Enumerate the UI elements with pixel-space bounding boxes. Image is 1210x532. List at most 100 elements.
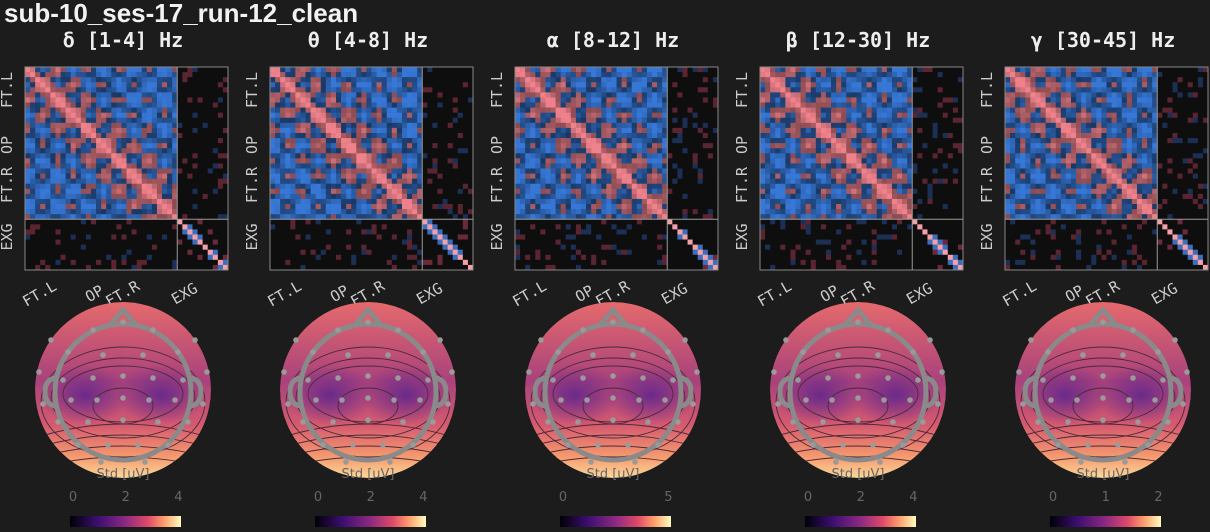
matrix-cell: [172, 239, 178, 245]
matrix-cell: [101, 239, 107, 245]
matrix-cell: [197, 183, 203, 190]
matrix-cell: [396, 67, 403, 73]
matrix-cell: [376, 173, 382, 179]
matrix-cell: [565, 92, 572, 98]
matrix-cell: [356, 259, 362, 266]
matrix-cell: [550, 107, 556, 113]
matrix-cell: [432, 173, 438, 179]
matrix-cell: [530, 102, 536, 108]
matrix-cell: [457, 132, 464, 139]
electrode: [558, 397, 564, 403]
matrix-cell: [641, 254, 648, 261]
matrix-cell: [275, 148, 281, 154]
matrix-cell: [40, 72, 46, 78]
matrix-cell: [101, 188, 107, 195]
matrix-cell: [90, 254, 97, 261]
matrix-cell: [35, 178, 41, 185]
matrix-cell: [401, 244, 408, 250]
matrix-cell: [315, 188, 322, 195]
matrix-cell: [121, 168, 127, 174]
matrix-cell: [697, 224, 704, 230]
matrix-cell: [172, 102, 178, 108]
matrix-cell: [652, 112, 658, 119]
row-label: FT.L: [243, 72, 261, 108]
matrix-cell: [596, 127, 602, 134]
matrix-cell: [626, 67, 633, 73]
matrix-cell: [40, 168, 46, 174]
matrix-cell: [90, 107, 97, 113]
matrix-cell: [570, 224, 577, 230]
electrode: [365, 417, 371, 423]
matrix-cell: [422, 87, 428, 93]
matrix-cell: [586, 234, 592, 240]
electrode: [640, 375, 646, 381]
matrix-cell: [156, 254, 163, 261]
matrix-cell: [520, 97, 526, 103]
matrix-cell: [682, 158, 688, 164]
matrix-cell: [222, 239, 229, 245]
matrix-cell: [692, 259, 698, 266]
matrix-cell: [70, 127, 77, 134]
matrix-cell: [687, 153, 693, 159]
matrix-cell: [116, 122, 122, 129]
matrix-cell: [697, 132, 704, 139]
matrix-cell: [45, 173, 51, 179]
matrix-cell: [167, 193, 173, 200]
matrix-cell: [30, 168, 36, 174]
matrix-cell: [641, 92, 648, 98]
matrix-cell: [525, 219, 531, 225]
matrix-cell: [530, 183, 536, 190]
matrix-cell: [452, 92, 459, 98]
matrix-cell: [356, 198, 362, 205]
matrix-cell: [96, 183, 102, 190]
matrix-cell: [535, 92, 541, 98]
matrix-cell: [672, 239, 678, 245]
matrix-cell: [555, 239, 561, 245]
matrix-cell: [570, 204, 577, 210]
matrix-cell: [697, 239, 704, 245]
matrix-cell: [285, 264, 291, 271]
matrix-cell: [381, 214, 388, 220]
matrix-cell: [315, 138, 322, 144]
electrode: [545, 419, 551, 425]
matrix-cell: [396, 112, 403, 119]
matrix-cell: [437, 264, 443, 271]
matrix-cell: [162, 127, 168, 134]
matrix-cell: [707, 153, 714, 159]
matrix-cell: [611, 178, 617, 185]
electrode: [526, 369, 532, 375]
matrix-cell: [75, 229, 82, 235]
electrode: [281, 369, 287, 375]
matrix-cell: [515, 214, 521, 220]
matrix-cell: [141, 82, 148, 88]
matrix-cell: [80, 244, 87, 250]
matrix-cell: [606, 229, 612, 235]
matrix-cell: [707, 138, 714, 144]
matrix-cell: [457, 168, 464, 174]
matrix-cell: [25, 127, 31, 134]
matrix-cell: [310, 249, 316, 256]
matrix-cell: [126, 173, 132, 179]
matrix-cell: [80, 249, 87, 256]
matrix-cell: [381, 82, 388, 88]
matrix-cell: [525, 234, 531, 240]
matrix-cell: [520, 219, 526, 225]
matrix-cell: [207, 132, 214, 139]
matrix-cell: [146, 234, 153, 240]
matrix-cell: [50, 107, 56, 113]
matrix-cell: [121, 112, 127, 119]
matrix-cell: [290, 178, 296, 185]
matrix-cell: [667, 173, 673, 179]
panel-title: θ [4-8] Hz: [308, 28, 428, 52]
matrix-cell: [151, 92, 158, 98]
matrix-cell: [141, 72, 148, 78]
matrix-cell: [657, 143, 663, 149]
electrode: [339, 397, 345, 403]
matrix-cell: [172, 107, 178, 113]
matrix-cell: [65, 249, 71, 256]
matrix-cell: [136, 219, 143, 225]
matrix-cell: [692, 87, 698, 93]
matrix-cell: [422, 198, 428, 205]
matrix-cell: [657, 97, 663, 103]
matrix-cell: [341, 87, 347, 93]
